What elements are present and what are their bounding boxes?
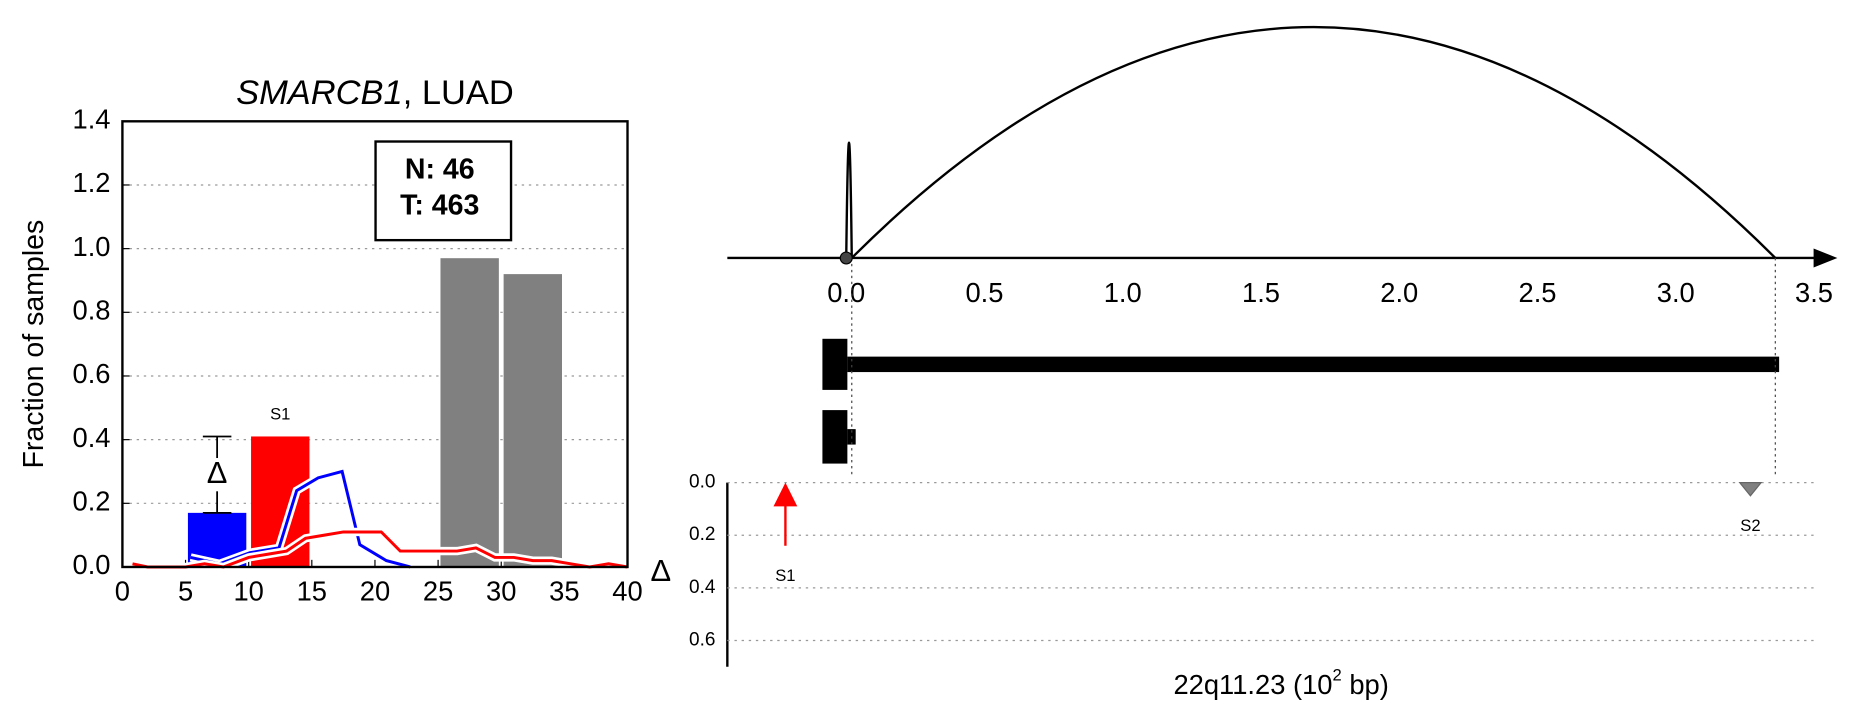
x-label-main: 22q11.23 (10	[1173, 669, 1332, 700]
bar-label: S1	[270, 404, 290, 423]
x-axis-arrow	[1813, 248, 1838, 268]
chart-title: SMARCB1, LUAD	[236, 74, 514, 112]
line	[132, 530, 628, 569]
delta-tick-label: 0.2	[689, 524, 715, 545]
y-tick-label: 1.2	[73, 167, 111, 198]
bar	[440, 258, 499, 567]
x-tick-label: 0.5	[965, 277, 1003, 308]
delta-tick-label: 0.0	[689, 472, 715, 493]
title-gene: SMARCB1	[236, 74, 403, 112]
y-tick-label: 0.2	[73, 486, 111, 517]
x-tick-label: 30	[486, 575, 516, 606]
bar	[503, 274, 562, 567]
y-axis-label: Fraction of samples	[18, 220, 50, 469]
delta-tick-label: 0.6	[689, 630, 715, 651]
x-tick-label: 25	[423, 575, 453, 606]
delta-label: Δ	[207, 455, 228, 490]
count-text: T: 463	[400, 189, 479, 221]
title-rest: , LUAD	[403, 74, 514, 112]
x-label-sup: 2	[1333, 666, 1342, 685]
marker-label: S1	[775, 566, 795, 585]
x-tick-label: 0	[115, 575, 130, 606]
y-tick-label: 0.8	[73, 295, 111, 326]
line	[190, 469, 411, 569]
y-tick-label: 0.6	[73, 358, 111, 389]
x-tick-label: 3.5	[1795, 277, 1833, 308]
delta-axis-label: Δ	[650, 553, 671, 588]
x-tick-label: 35	[549, 575, 579, 606]
marker-head	[773, 482, 798, 507]
x-tick-label: 3.0	[1657, 277, 1695, 308]
y-tick-label: 1.0	[73, 231, 111, 262]
x-tick-label: 10	[233, 575, 263, 606]
x-label-end: bp)	[1342, 669, 1389, 700]
exon	[822, 338, 848, 390]
marker-head	[1738, 482, 1763, 497]
plot-frame	[121, 120, 629, 569]
x-tick-label: 0.0	[827, 277, 865, 308]
x-tick-label: 15	[297, 575, 327, 606]
x-tick-label: 2.0	[1380, 277, 1418, 308]
arc	[850, 26, 1777, 259]
x-axis-label: 22q11.23 (102 bp)	[1173, 666, 1388, 701]
delta-tick-label: 0.4	[689, 577, 716, 598]
count-box	[374, 140, 513, 242]
y-tick-label: 0.0	[73, 549, 111, 580]
x-tick-label: 1.5	[1242, 277, 1280, 308]
arc	[845, 141, 853, 258]
gene-models	[822, 338, 1780, 464]
y-tick-label: 1.4	[73, 104, 111, 135]
y-tick-label: 0.4	[73, 422, 111, 453]
delta-bg	[202, 458, 232, 492]
marker-label: S2	[1740, 516, 1760, 535]
arc-anchor	[839, 251, 853, 265]
x-tick-label: 2.5	[1519, 277, 1557, 308]
count-text: N: 46	[405, 154, 475, 186]
exon	[822, 410, 848, 464]
x-tick-label: 1.0	[1104, 277, 1142, 308]
x-tick-label: 5	[178, 575, 193, 606]
transcript	[847, 356, 1780, 373]
x-tick-label: 40	[612, 575, 642, 606]
x-tick-label: 20	[360, 575, 390, 606]
